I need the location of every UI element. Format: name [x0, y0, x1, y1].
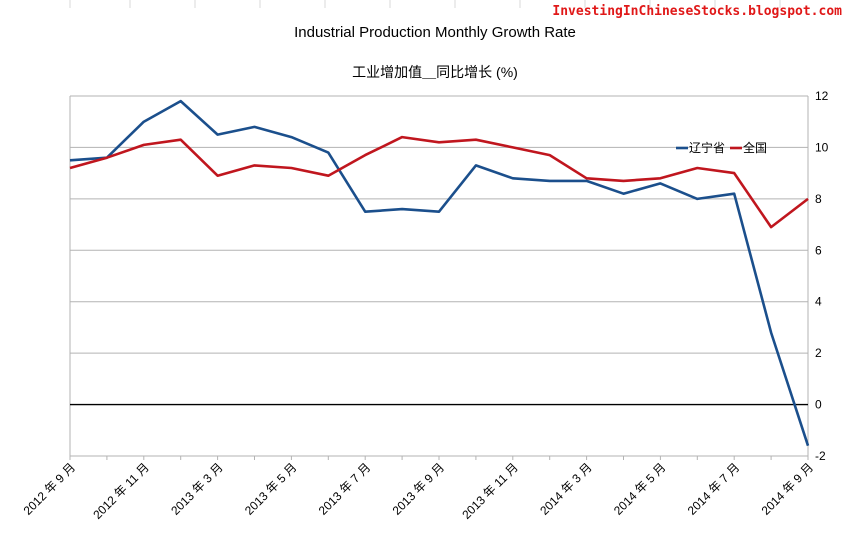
chart-title: Industrial Production Monthly Growth Rat… — [294, 24, 576, 41]
y-tick-label: -2 — [815, 449, 826, 463]
y-tick-label: 0 — [815, 398, 822, 412]
x-tick-label: 2012 年 9 月 — [21, 460, 79, 518]
y-tick-label: 6 — [815, 243, 822, 257]
x-tick-label: 2013 年 9 月 — [390, 460, 448, 518]
x-tick-label: 2013 年 11 月 — [459, 460, 521, 522]
x-tick-label: 2013 年 3 月 — [168, 460, 226, 518]
legend-label-national: 全国 — [743, 140, 767, 155]
legend-label-liaoning: 辽宁省 — [689, 140, 725, 155]
x-tick-label: 2014 年 7 月 — [685, 460, 743, 518]
y-tick-label: 12 — [815, 89, 829, 103]
x-tick-label: 2012 年 11 月 — [90, 460, 152, 522]
x-tick-label: 2013 年 5 月 — [242, 460, 300, 518]
series-line-liaoning — [69, 99, 810, 447]
x-tick-label: 2014 年 5 月 — [611, 460, 669, 518]
x-tick-label: 2014 年 3 月 — [537, 460, 595, 518]
chart-subtitle: 工业增加值＿同比增长 (%) — [352, 64, 518, 80]
y-tick-label: 10 — [815, 140, 829, 154]
x-tick-label: 2013 年 7 月 — [316, 460, 374, 518]
series-line-national — [69, 135, 809, 229]
watermark: InvestingInChineseStocks.blogspot.com — [552, 4, 842, 19]
y-tick-label: 4 — [815, 295, 822, 309]
y-tick-label: 2 — [815, 346, 822, 360]
y-tick-label: 8 — [815, 192, 822, 206]
x-tick-label: 2014 年 9 月 — [759, 460, 817, 518]
